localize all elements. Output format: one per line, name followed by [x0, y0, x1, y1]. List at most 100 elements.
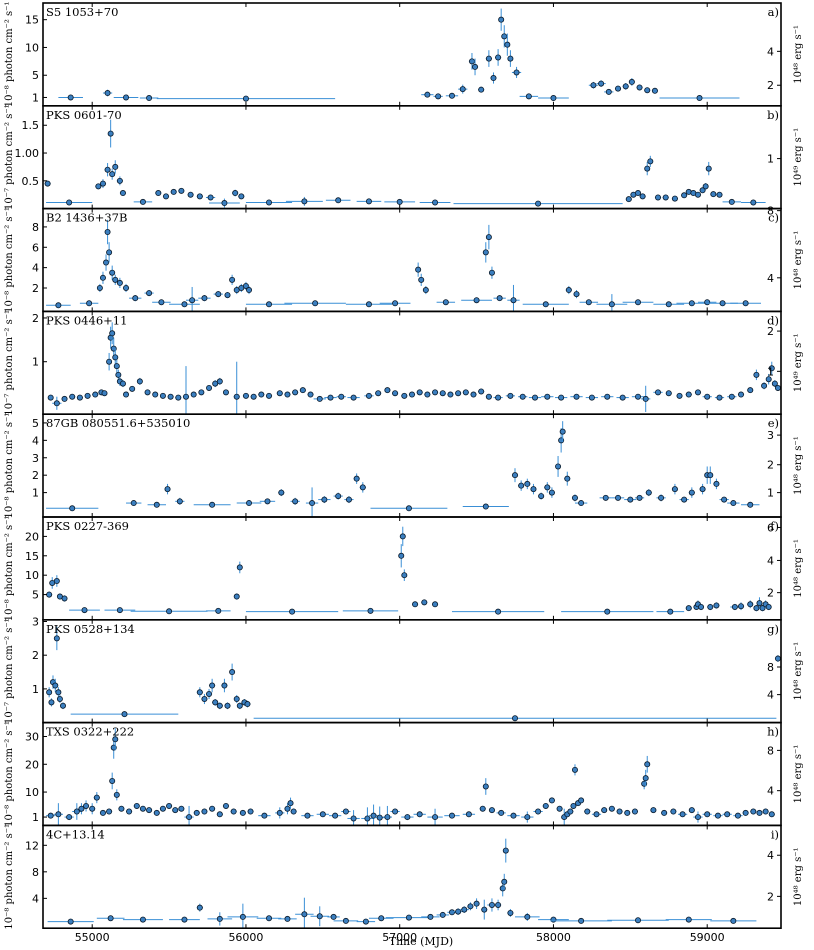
data-point — [419, 199, 451, 206]
data-point — [616, 808, 623, 815]
panel-8: 1 10 20 30 4 8 TXS 0322+222 h) 10⁻⁸ photon cm⁻² … — [4, 721, 804, 827]
data-point — [129, 385, 136, 392]
marker — [299, 387, 306, 394]
data-point — [485, 50, 492, 67]
data-point — [482, 778, 489, 795]
marker — [593, 811, 600, 818]
marker — [747, 601, 754, 608]
right-y-axis-label: 10⁴⁸ erg s⁻¹ — [793, 539, 804, 598]
marker — [510, 297, 517, 304]
data-point — [507, 50, 514, 67]
source-name: 87GB 080551.6+535010 — [46, 416, 190, 430]
data-point — [421, 599, 428, 606]
y-tick-label: 2 — [32, 282, 39, 295]
y-tick-label: 6 — [32, 241, 39, 254]
marker — [116, 279, 123, 286]
marker — [159, 805, 166, 812]
marker — [699, 486, 706, 493]
marker — [753, 371, 760, 378]
data-point — [741, 199, 766, 206]
marker — [548, 489, 555, 496]
data-point — [579, 299, 599, 306]
panel-frame — [42, 207, 782, 313]
right-y-tick-label: 4 — [767, 554, 774, 567]
marker — [375, 390, 382, 397]
marker — [109, 171, 116, 178]
data-point — [522, 301, 569, 308]
marker — [215, 291, 222, 298]
panel-frame — [42, 618, 782, 724]
data-point — [229, 274, 236, 285]
marker — [404, 814, 411, 821]
marker — [233, 696, 240, 703]
data-point — [564, 471, 571, 486]
marker — [573, 393, 580, 400]
marker — [123, 284, 130, 291]
y-axis-label: 10⁻⁷ photon cm⁻² s⁻¹ — [4, 618, 15, 724]
data-point — [239, 809, 246, 816]
data-point — [636, 84, 643, 91]
marker — [221, 200, 228, 207]
marker — [67, 918, 74, 925]
marker — [246, 500, 253, 507]
marker — [681, 496, 688, 503]
data-point — [64, 814, 74, 821]
data-point — [169, 301, 200, 308]
marker — [567, 808, 574, 815]
data-point — [727, 393, 737, 400]
marker — [676, 392, 683, 399]
data-point — [742, 809, 749, 816]
marker — [734, 812, 741, 819]
marker — [327, 394, 334, 401]
marker — [716, 191, 723, 198]
data-point — [382, 805, 393, 826]
marker — [501, 878, 508, 885]
data-point — [247, 808, 254, 815]
y-tick-label: 5 — [32, 589, 39, 602]
marker — [239, 913, 246, 920]
marker — [590, 82, 597, 89]
data-point — [341, 808, 351, 815]
marker — [278, 489, 285, 496]
marker — [84, 392, 91, 399]
data-point — [222, 802, 230, 809]
data-point — [679, 496, 689, 503]
marker — [570, 802, 577, 809]
marker — [73, 808, 80, 815]
marker — [112, 354, 119, 361]
data-point — [236, 500, 262, 507]
marker — [196, 689, 203, 696]
marker — [635, 299, 642, 306]
marker — [233, 593, 240, 600]
panel-letter: d) — [767, 313, 779, 327]
marker — [472, 63, 479, 70]
data-point — [344, 496, 354, 504]
data-point — [737, 391, 745, 398]
panel-2: 0.5 1.00 1.5 1 PKS 0601-70 b) 10⁻⁷ photon cm⁻²… — [4, 104, 804, 210]
marker — [636, 494, 643, 501]
right-y-axis-label: 10⁴⁸ erg s⁻¹ — [793, 436, 804, 495]
marker — [130, 500, 137, 507]
marker — [266, 915, 273, 922]
data-point — [113, 94, 139, 101]
data-point — [327, 913, 340, 920]
marker — [742, 809, 749, 816]
y-tick-label: 0.5 — [22, 175, 40, 188]
data-point — [58, 94, 83, 101]
marker — [681, 192, 688, 199]
data-point — [49, 577, 56, 589]
data-point — [213, 291, 223, 298]
data-point — [290, 497, 300, 505]
marker — [462, 389, 469, 396]
marker — [181, 301, 188, 308]
marker — [465, 811, 472, 818]
data-point — [112, 160, 119, 174]
marker — [146, 95, 153, 102]
data-point — [561, 608, 654, 615]
data-point — [333, 492, 343, 500]
data-point — [653, 389, 663, 396]
right-y-axis-label: 10⁴⁸ erg s⁻¹ — [793, 745, 804, 804]
data-point — [313, 395, 326, 402]
marker — [109, 330, 116, 337]
